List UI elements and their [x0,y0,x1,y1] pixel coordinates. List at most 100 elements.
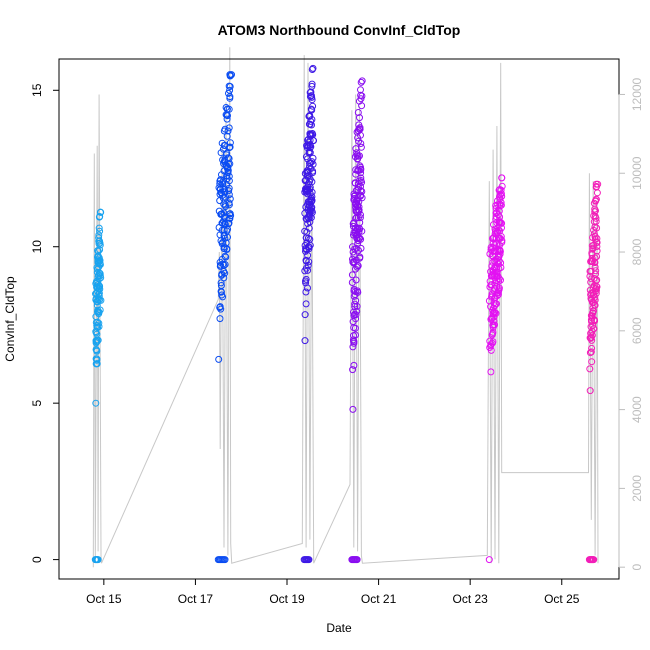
data-point [593,235,601,242]
data-point [357,211,364,219]
data-point [226,215,234,222]
data-point-zero [221,556,229,564]
data-point [586,387,594,395]
data-point [95,319,103,327]
data-point [588,358,596,366]
data-point [496,202,504,210]
data-point [591,254,599,262]
data-point [308,106,316,114]
data-point [304,261,312,269]
data-point [588,336,596,344]
data-point [495,284,503,292]
data-point [96,213,104,220]
data-point [225,191,233,199]
data-point [223,245,231,253]
data-point [223,115,231,123]
data-point [352,311,360,319]
data-point [96,285,104,293]
x-tick-label: Oct 25 [544,592,580,606]
data-point [224,127,232,135]
data-point [306,235,314,243]
data-point [497,276,504,284]
data-point [225,124,233,132]
plot-frame [58,58,620,580]
y-axis-label: ConvInf_CldTop [3,276,17,362]
data-point [349,366,357,374]
data-point [493,300,500,308]
data-point [96,246,104,254]
data-point [592,267,600,275]
x-tick-label: Oct 17 [178,592,214,606]
data-point [221,269,229,277]
data-point [357,177,365,184]
data-point [309,169,317,177]
data-point-zero [353,556,361,564]
data-point [226,160,234,168]
data-point [94,324,102,331]
data-point [96,296,104,304]
data-point [591,296,599,304]
data-point [226,83,234,90]
data-point [594,180,602,188]
data-point [494,291,502,299]
data-point [591,301,599,309]
data-point [593,247,601,255]
data-point [225,105,233,113]
data-point [352,315,360,323]
data-point [221,141,229,149]
x-tick-label: Oct 19 [269,592,305,606]
y2-tick-label: 12000 [630,77,644,111]
data-point [93,356,101,364]
data-point [302,300,310,308]
y-tick-label: 10 [30,240,44,254]
data-point [97,208,104,216]
data-point [97,274,105,282]
data-point [591,317,599,325]
data-point [308,197,316,205]
data-point [226,72,234,80]
data-point [593,283,601,291]
data-point [225,144,233,152]
data-point [356,253,364,261]
data-point [591,293,599,301]
y2-tick-label: 2000 [630,475,644,502]
data-point-zero [485,556,493,564]
data-point [498,238,506,246]
data-point [96,282,104,290]
data-point [356,234,364,242]
data-point [225,219,233,227]
data-point [308,93,316,101]
data-point [221,252,229,260]
data-point [358,194,366,202]
data-point [356,124,364,132]
data-point [216,303,224,311]
data-point [490,313,498,321]
data-point [309,154,317,162]
data-point [95,292,103,300]
data-point [497,264,505,271]
data-point [94,336,102,344]
data-point [93,347,101,355]
chart-title: ATOM3 Northbound ConvInf_CldTop [218,22,461,38]
data-point [304,234,312,242]
data-point [352,244,360,252]
data-point [304,284,311,292]
data-point [590,325,598,333]
data-point [310,137,317,145]
data-point [354,262,362,270]
data-point-zero [94,556,102,564]
data-point [306,218,314,226]
data-point [353,302,361,310]
data-point [498,192,506,200]
data-point [496,246,504,254]
data-point [307,214,315,221]
data-point [308,208,316,216]
data-point [219,293,227,301]
data-point [354,109,362,116]
data-point [354,288,362,296]
data-point [352,276,360,284]
data-point [221,185,229,193]
data-point [221,261,229,268]
data-point-zero [590,556,598,564]
x-tick-label: Oct 23 [452,592,488,606]
